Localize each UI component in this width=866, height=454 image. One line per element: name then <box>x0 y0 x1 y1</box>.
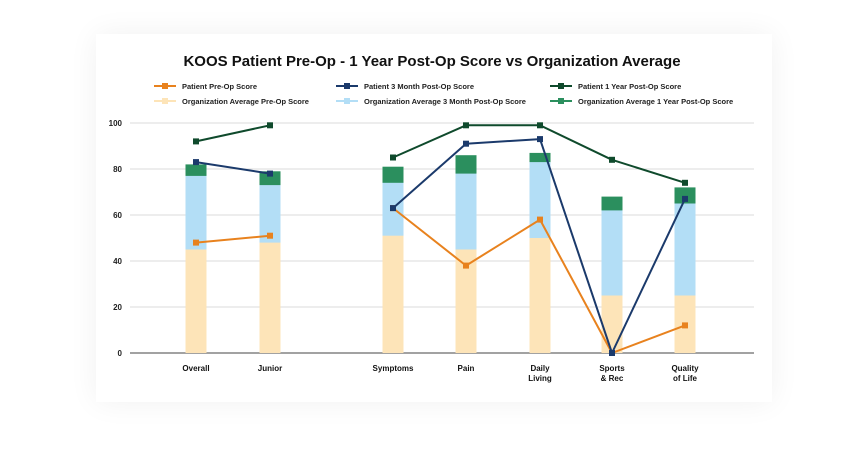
x-axis: Overall Junior Symptoms Pain Daily Living Spor… <box>182 364 699 383</box>
bar-0-3 <box>455 249 477 353</box>
point-1-1 <box>267 170 273 177</box>
y-axis: 0 20 40 60 80 100 <box>109 119 123 358</box>
point-1-0 <box>193 159 199 166</box>
point-2-3 <box>463 122 469 129</box>
point-2-4 <box>537 122 543 129</box>
y-tick-label: 100 <box>109 119 123 128</box>
x-tick-label: Overall <box>182 364 209 373</box>
legend-marker <box>558 98 564 104</box>
x-tick-label: Daily Living <box>528 364 552 383</box>
bar-0-5 <box>601 295 623 353</box>
x-tick-label: Sports & Rec <box>599 364 625 383</box>
x-tick-label: Junior <box>258 364 282 373</box>
grid <box>130 122 754 354</box>
point-1-3 <box>463 140 469 147</box>
point-0-4 <box>537 216 543 223</box>
chart-card <box>96 34 772 402</box>
y-tick-label: 80 <box>113 165 122 174</box>
point-0-0 <box>193 239 199 246</box>
legend-label: Organization Average 3 Month Post-Op Sco… <box>364 97 526 106</box>
point-0-6 <box>682 322 688 329</box>
point-0-1 <box>267 232 273 239</box>
legend-label: Patient 3 Month Post-Op Score <box>364 82 474 91</box>
point-2-0 <box>193 138 199 145</box>
point-2-5 <box>609 156 615 163</box>
legend-label: Organization Average 1 Year Post-Op Scor… <box>578 97 733 106</box>
bar-0-1 <box>259 242 281 353</box>
x-tick-label: Symptoms <box>373 364 414 373</box>
point-1-4 <box>537 136 543 143</box>
legend-marker <box>558 83 564 89</box>
chart-title: KOOS Patient Pre-Op - 1 Year Post-Op Sco… <box>183 53 680 70</box>
point-2-1 <box>267 122 273 129</box>
bars <box>185 152 696 353</box>
line-series-1 <box>195 161 271 175</box>
point-2-6 <box>682 179 688 186</box>
y-tick-label: 60 <box>113 211 122 220</box>
legend-label: Patient Pre-Op Score <box>182 82 257 91</box>
point-2-2 <box>390 154 396 161</box>
point-1-2 <box>390 205 396 212</box>
point-1-6 <box>682 195 688 202</box>
legend-marker <box>344 98 350 104</box>
line-series-0 <box>195 234 271 244</box>
x-tick-label: Quality of Life <box>671 364 699 383</box>
line-series-2 <box>195 124 271 143</box>
legend-marker <box>162 98 168 104</box>
bar-0-2 <box>382 235 404 353</box>
y-tick-label: 40 <box>113 257 122 266</box>
legend-label: Organization Average Pre-Op Score <box>182 97 309 106</box>
x-tick-label: Pain <box>458 364 475 373</box>
point-1-5 <box>609 350 615 356</box>
legend: Patient Pre-Op Score Patient 3 Month Post… <box>154 82 733 106</box>
legend-marker <box>344 83 350 89</box>
bar-0-0 <box>185 249 207 353</box>
y-tick-label: 0 <box>118 349 123 358</box>
bar-0-4 <box>529 238 551 353</box>
lines <box>193 122 688 356</box>
legend-label: Patient 1 Year Post-Op Score <box>578 82 681 91</box>
point-0-3 <box>463 262 469 269</box>
y-tick-label: 20 <box>113 303 122 312</box>
legend-marker <box>162 83 168 89</box>
